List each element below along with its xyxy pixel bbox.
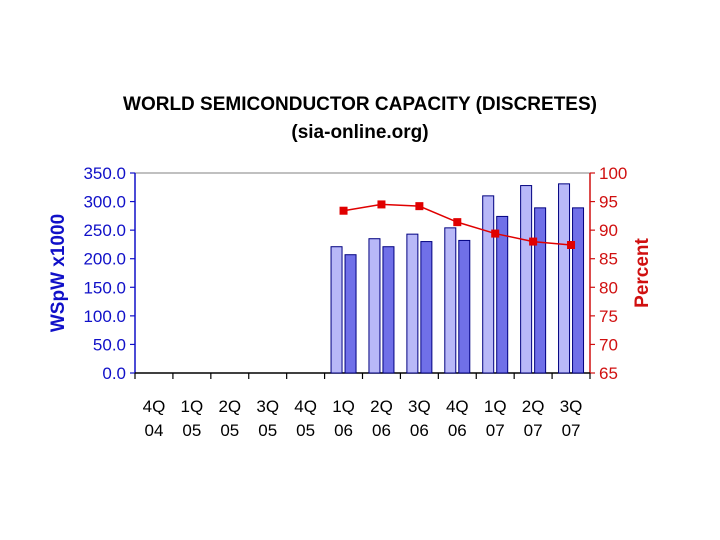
- y-tick-label-left: 50.0: [93, 335, 126, 354]
- x-tick-label: 07: [562, 421, 581, 440]
- bar: [406, 233, 419, 374]
- x-tick-label: 1Q: [332, 397, 355, 416]
- x-tick-label: 05: [296, 421, 315, 440]
- line-point: [415, 202, 424, 211]
- y-tick-label-right: 100: [599, 164, 627, 183]
- x-tick-label: 06: [334, 421, 353, 440]
- chart-subtitle: (sia-online.org): [291, 122, 429, 143]
- line-point: [491, 229, 500, 238]
- y-axis-right-title: Percent: [632, 237, 653, 307]
- bar: [382, 246, 395, 374]
- x-tick-label: 05: [220, 421, 239, 440]
- x-tick-label: 4Q: [294, 397, 317, 416]
- x-tick-label: 06: [410, 421, 429, 440]
- y-tick-label-left: 350.0: [83, 164, 126, 183]
- y-tick-label-right: 65: [599, 364, 618, 383]
- y-tick-label-left: 250.0: [83, 221, 126, 240]
- x-tick-label: 3Q: [408, 397, 431, 416]
- x-tick-label: 2Q: [218, 397, 241, 416]
- y-tick-label-left: 0.0: [102, 364, 126, 383]
- line-point: [567, 241, 576, 249]
- chart-title: WORLD SEMICONDUCTOR CAPACITY (DISCRETES): [123, 94, 597, 115]
- line-point: [453, 218, 462, 227]
- bar: [534, 207, 547, 374]
- x-tick-label: 1Q: [484, 397, 507, 416]
- x-tick-label: 2Q: [522, 397, 545, 416]
- bar: [482, 195, 495, 374]
- bar: [496, 215, 509, 374]
- x-tick-label: 4Q: [446, 397, 469, 416]
- x-tick-label: 07: [524, 421, 543, 440]
- x-tick-label: 04: [144, 421, 163, 440]
- x-tick-label: 06: [372, 421, 391, 440]
- bar: [330, 246, 343, 374]
- x-tick-label: 3Q: [256, 397, 279, 416]
- y-tick-label-left: 300.0: [83, 193, 126, 212]
- x-tick-label: 3Q: [560, 397, 583, 416]
- bar: [558, 183, 571, 374]
- y-tick-label-right: 90: [599, 221, 618, 240]
- y-axis-left-title: WSpW x1000: [48, 214, 69, 332]
- x-tick-label: 05: [258, 421, 277, 440]
- y-tick-label-left: 150.0: [83, 278, 126, 297]
- line-point: [529, 237, 538, 246]
- y-tick-label-right: 85: [599, 250, 618, 269]
- bar: [458, 239, 471, 374]
- bar: [520, 185, 533, 374]
- bar: [444, 227, 457, 374]
- y-tick-label-right: 70: [599, 335, 618, 354]
- bar: [344, 254, 357, 374]
- x-tick-label: 4Q: [143, 397, 166, 416]
- y-tick-label-left: 100.0: [83, 307, 126, 326]
- y-tick-label-right: 80: [599, 278, 618, 297]
- x-tick-label: 2Q: [370, 397, 393, 416]
- line-point: [377, 200, 386, 209]
- y-tick-label-left: 200.0: [83, 250, 126, 269]
- x-tick-label: 1Q: [181, 397, 204, 416]
- y-tick-label-right: 95: [599, 193, 618, 212]
- bar: [368, 238, 381, 374]
- x-tick-label: 06: [448, 421, 467, 440]
- x-tick-label: 07: [486, 421, 505, 440]
- bar: [420, 241, 433, 374]
- x-tick-label: 05: [182, 421, 201, 440]
- y-tick-label-right: 75: [599, 307, 618, 326]
- line-point: [339, 206, 348, 215]
- bar: [572, 207, 585, 374]
